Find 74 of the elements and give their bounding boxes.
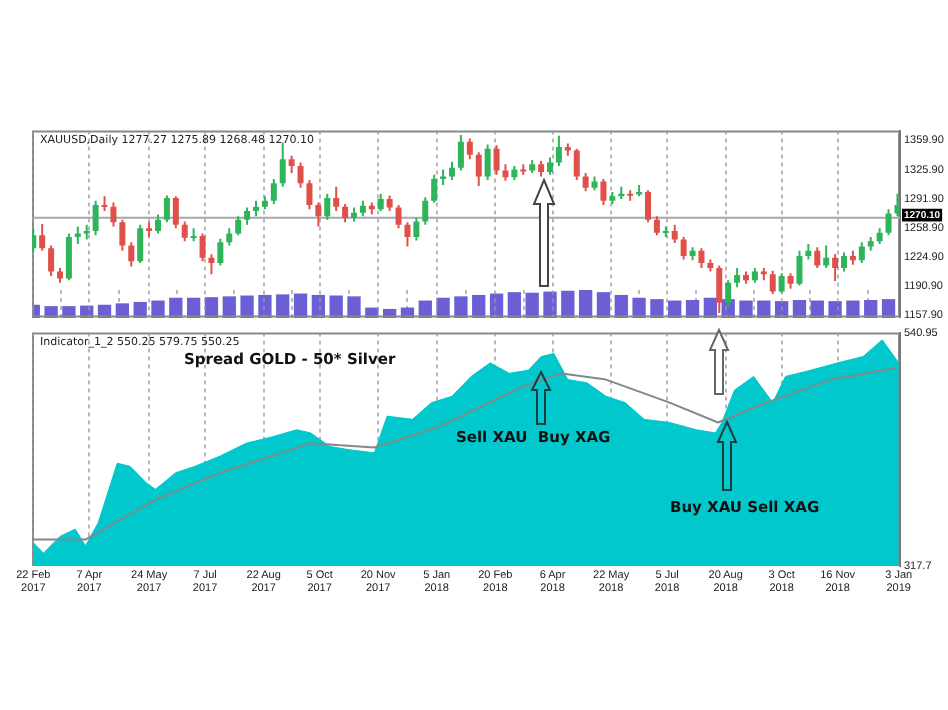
candlestick <box>181 220 188 243</box>
bar <box>222 296 236 318</box>
candlestick <box>832 253 839 283</box>
candlestick <box>823 244 830 270</box>
candlestick <box>48 244 55 277</box>
bar <box>454 296 468 318</box>
candlestick <box>235 215 242 237</box>
bar <box>347 296 361 318</box>
candlestick <box>163 194 170 224</box>
candlestick <box>457 133 464 172</box>
candlestick <box>778 272 785 295</box>
candlestick <box>342 203 349 224</box>
candlestick <box>582 171 589 193</box>
candlestick <box>119 218 126 252</box>
bar <box>151 300 165 318</box>
candlestick <box>128 241 135 268</box>
candlestick <box>555 134 562 168</box>
candlestick <box>65 232 72 282</box>
bar <box>561 290 575 318</box>
bar <box>739 300 753 318</box>
candlestick <box>333 185 340 213</box>
candlestick <box>39 223 46 252</box>
candlestick <box>137 223 144 264</box>
bar <box>578 290 593 318</box>
candlestick <box>315 201 322 228</box>
candlestick <box>698 247 705 270</box>
candlestick <box>600 178 607 206</box>
candlestick <box>431 173 438 204</box>
candlestick <box>449 160 455 181</box>
candlestick <box>653 215 660 237</box>
candlestick <box>725 279 732 308</box>
candlestick <box>270 178 277 206</box>
candlestick <box>573 147 580 181</box>
candlestick <box>680 235 687 261</box>
candlestick <box>671 223 678 245</box>
candlestick <box>885 208 892 237</box>
candlestick <box>858 241 865 264</box>
bar <box>240 295 254 318</box>
candlestick <box>172 195 179 230</box>
candlestick <box>413 216 420 242</box>
candlestick <box>199 232 206 263</box>
candlestick <box>466 137 473 161</box>
candlestick <box>404 221 411 248</box>
candlestick <box>92 199 99 237</box>
candlestick <box>645 189 651 224</box>
candlestick <box>422 196 429 226</box>
candlestick <box>814 246 821 270</box>
bar <box>596 292 611 318</box>
candlestick <box>208 253 215 276</box>
candlestick <box>493 144 500 176</box>
candlestick <box>306 178 313 211</box>
bar <box>258 294 272 318</box>
candlestick <box>279 141 286 188</box>
candlestick <box>796 249 803 287</box>
bar <box>846 300 860 318</box>
candlestick <box>769 269 776 296</box>
candlestick <box>324 192 331 221</box>
candlestick <box>155 213 161 235</box>
candlestick <box>110 201 117 228</box>
bar <box>507 292 522 318</box>
candlestick <box>716 264 723 315</box>
candlestick <box>297 161 304 189</box>
bar <box>276 294 290 318</box>
candlestick <box>217 237 224 267</box>
candlestick <box>894 192 900 218</box>
candlestick <box>841 251 847 273</box>
bar <box>650 299 664 318</box>
bar <box>632 297 646 318</box>
candlestick <box>484 143 491 181</box>
candlestick <box>101 195 108 213</box>
candlestick <box>734 267 741 289</box>
candlestick <box>32 227 37 254</box>
candlestick <box>395 203 402 230</box>
candlestick <box>475 151 482 187</box>
